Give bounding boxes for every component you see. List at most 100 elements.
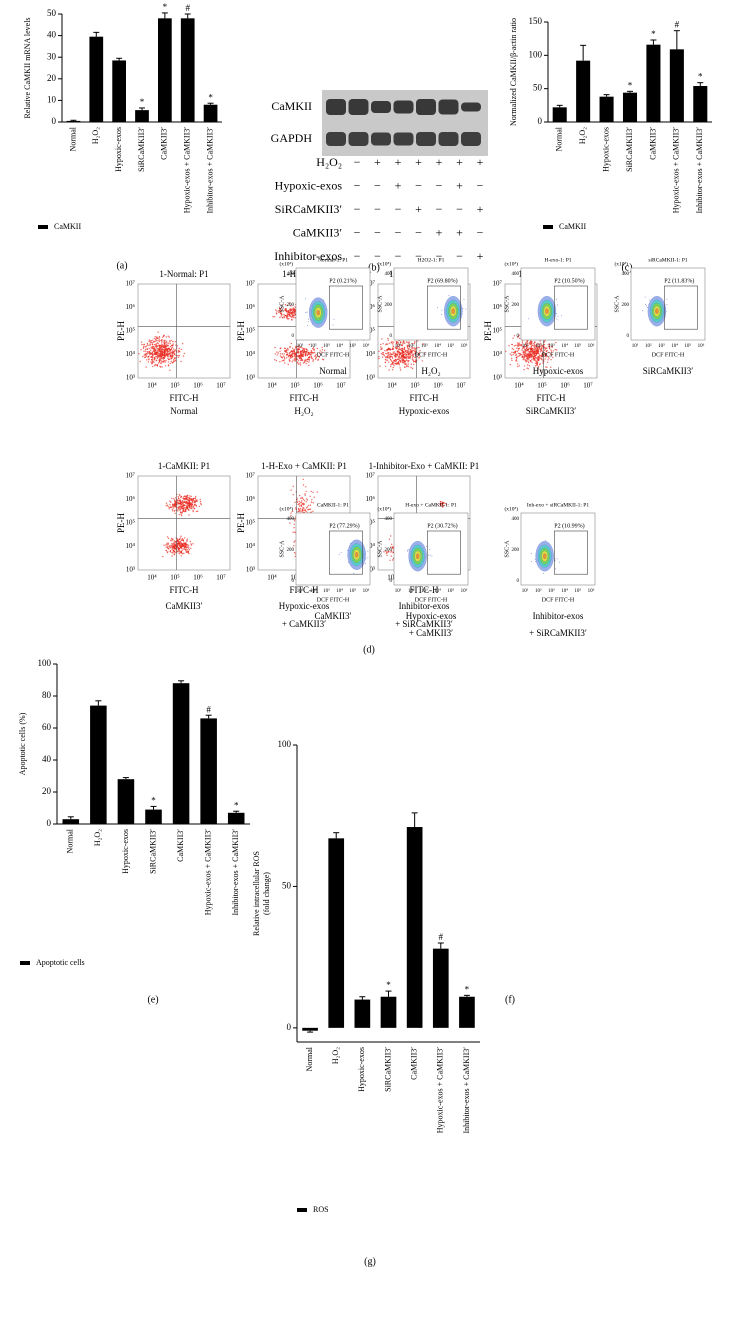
y-tick-label: 10⁶ bbox=[126, 303, 136, 311]
blot-band bbox=[393, 100, 414, 114]
y-tick-label: 10⁴ bbox=[366, 350, 376, 358]
event-dot bbox=[155, 344, 157, 346]
y-tick-label: 100 bbox=[529, 49, 543, 59]
event-dot bbox=[557, 304, 559, 306]
event-dot bbox=[185, 500, 187, 503]
event-dot bbox=[185, 549, 187, 551]
density-contour bbox=[545, 308, 549, 315]
event-dot bbox=[526, 342, 528, 345]
event-dot bbox=[308, 359, 310, 361]
event-dot bbox=[527, 361, 530, 364]
event-dot bbox=[169, 504, 171, 506]
event-dot bbox=[405, 362, 407, 364]
event-dot bbox=[167, 351, 170, 353]
event-dot bbox=[390, 551, 392, 553]
x-tick-label: SiRCaMKII3′ bbox=[148, 829, 157, 874]
x-tick-label: 10⁴ bbox=[434, 588, 441, 594]
x-tick-label: 10⁷ bbox=[216, 382, 226, 390]
event-dot bbox=[409, 349, 412, 351]
event-dot bbox=[175, 497, 177, 499]
event-dot bbox=[384, 361, 386, 363]
y-tick-label: 10⁵ bbox=[493, 327, 503, 335]
event-dot bbox=[540, 370, 542, 372]
event-dot bbox=[286, 311, 288, 313]
event-dot bbox=[158, 336, 161, 338]
event-dot bbox=[169, 350, 172, 352]
event-dot bbox=[528, 365, 531, 367]
condition-sign: − bbox=[436, 249, 443, 263]
event-dot bbox=[396, 348, 398, 350]
condition-sign: + bbox=[477, 202, 484, 216]
bar bbox=[599, 96, 614, 122]
event-dot bbox=[170, 501, 172, 503]
plot-title: H-exo + CaMKII-1: P1 bbox=[405, 502, 457, 508]
y-axis-label: Apoptotic cells (%) bbox=[18, 712, 27, 775]
event-dot bbox=[183, 498, 185, 500]
event-dot bbox=[181, 512, 183, 514]
blot-band bbox=[438, 99, 459, 115]
event-dot bbox=[315, 357, 317, 359]
y-tick-label: 100 bbox=[278, 739, 292, 749]
x-tick-label: 10³ bbox=[323, 343, 330, 349]
event-dot bbox=[557, 315, 559, 317]
error-bar bbox=[697, 82, 704, 86]
event-dot bbox=[391, 543, 393, 545]
event-dot bbox=[642, 310, 644, 312]
event-dot bbox=[174, 357, 176, 359]
event-dot bbox=[305, 486, 307, 488]
event-dot bbox=[441, 501, 443, 503]
event-dot bbox=[523, 368, 525, 371]
y-tick-label: 10⁷ bbox=[366, 472, 376, 480]
event-dot bbox=[169, 544, 171, 547]
event-dot bbox=[284, 304, 287, 306]
event-dot bbox=[407, 344, 410, 347]
event-dot bbox=[292, 359, 294, 361]
event-dot bbox=[383, 551, 385, 553]
event-dot bbox=[152, 353, 155, 355]
y-axis-label: SSC-A bbox=[504, 295, 510, 313]
event-dot bbox=[414, 353, 416, 355]
plot-title: H2O2-1: P1 bbox=[418, 257, 445, 263]
event-dot bbox=[526, 364, 529, 366]
event-dot bbox=[549, 348, 551, 350]
event-dot bbox=[534, 362, 537, 364]
x-tick-label: H₂O₂ bbox=[331, 1047, 340, 1064]
event-dot bbox=[179, 542, 181, 545]
event-dot bbox=[292, 311, 294, 313]
event-dot bbox=[161, 350, 163, 353]
event-dot bbox=[161, 340, 163, 343]
event-dot bbox=[555, 341, 557, 344]
error-bar bbox=[603, 94, 610, 97]
event-dot bbox=[319, 350, 321, 352]
event-dot bbox=[180, 550, 182, 553]
event-dot bbox=[153, 337, 156, 340]
event-dot bbox=[305, 298, 307, 300]
event-dot bbox=[533, 342, 535, 344]
event-dot bbox=[188, 514, 190, 516]
event-dot bbox=[286, 351, 288, 354]
event-dot bbox=[406, 364, 408, 367]
event-dot bbox=[305, 510, 307, 513]
event-dot bbox=[165, 340, 168, 342]
event-dot bbox=[166, 544, 168, 546]
event-dot bbox=[177, 540, 180, 542]
event-dot bbox=[555, 298, 557, 300]
event-dot bbox=[150, 356, 153, 358]
event-dot bbox=[155, 364, 157, 366]
event-dot bbox=[403, 362, 406, 364]
event-dot bbox=[316, 347, 318, 350]
event-dot bbox=[186, 508, 188, 510]
event-dot bbox=[307, 325, 308, 327]
y-tick-label: 10³ bbox=[126, 566, 135, 574]
event-dot bbox=[386, 353, 388, 355]
event-dot bbox=[187, 505, 189, 507]
event-dot bbox=[173, 510, 176, 512]
event-dot bbox=[173, 498, 175, 500]
event-dot bbox=[300, 497, 302, 499]
event-dot bbox=[167, 542, 169, 544]
event-dot bbox=[159, 360, 161, 362]
condition-label: Hypoxic-exos bbox=[275, 178, 343, 192]
event-dot bbox=[411, 358, 413, 360]
event-dot bbox=[531, 359, 533, 361]
event-dot bbox=[302, 503, 304, 505]
